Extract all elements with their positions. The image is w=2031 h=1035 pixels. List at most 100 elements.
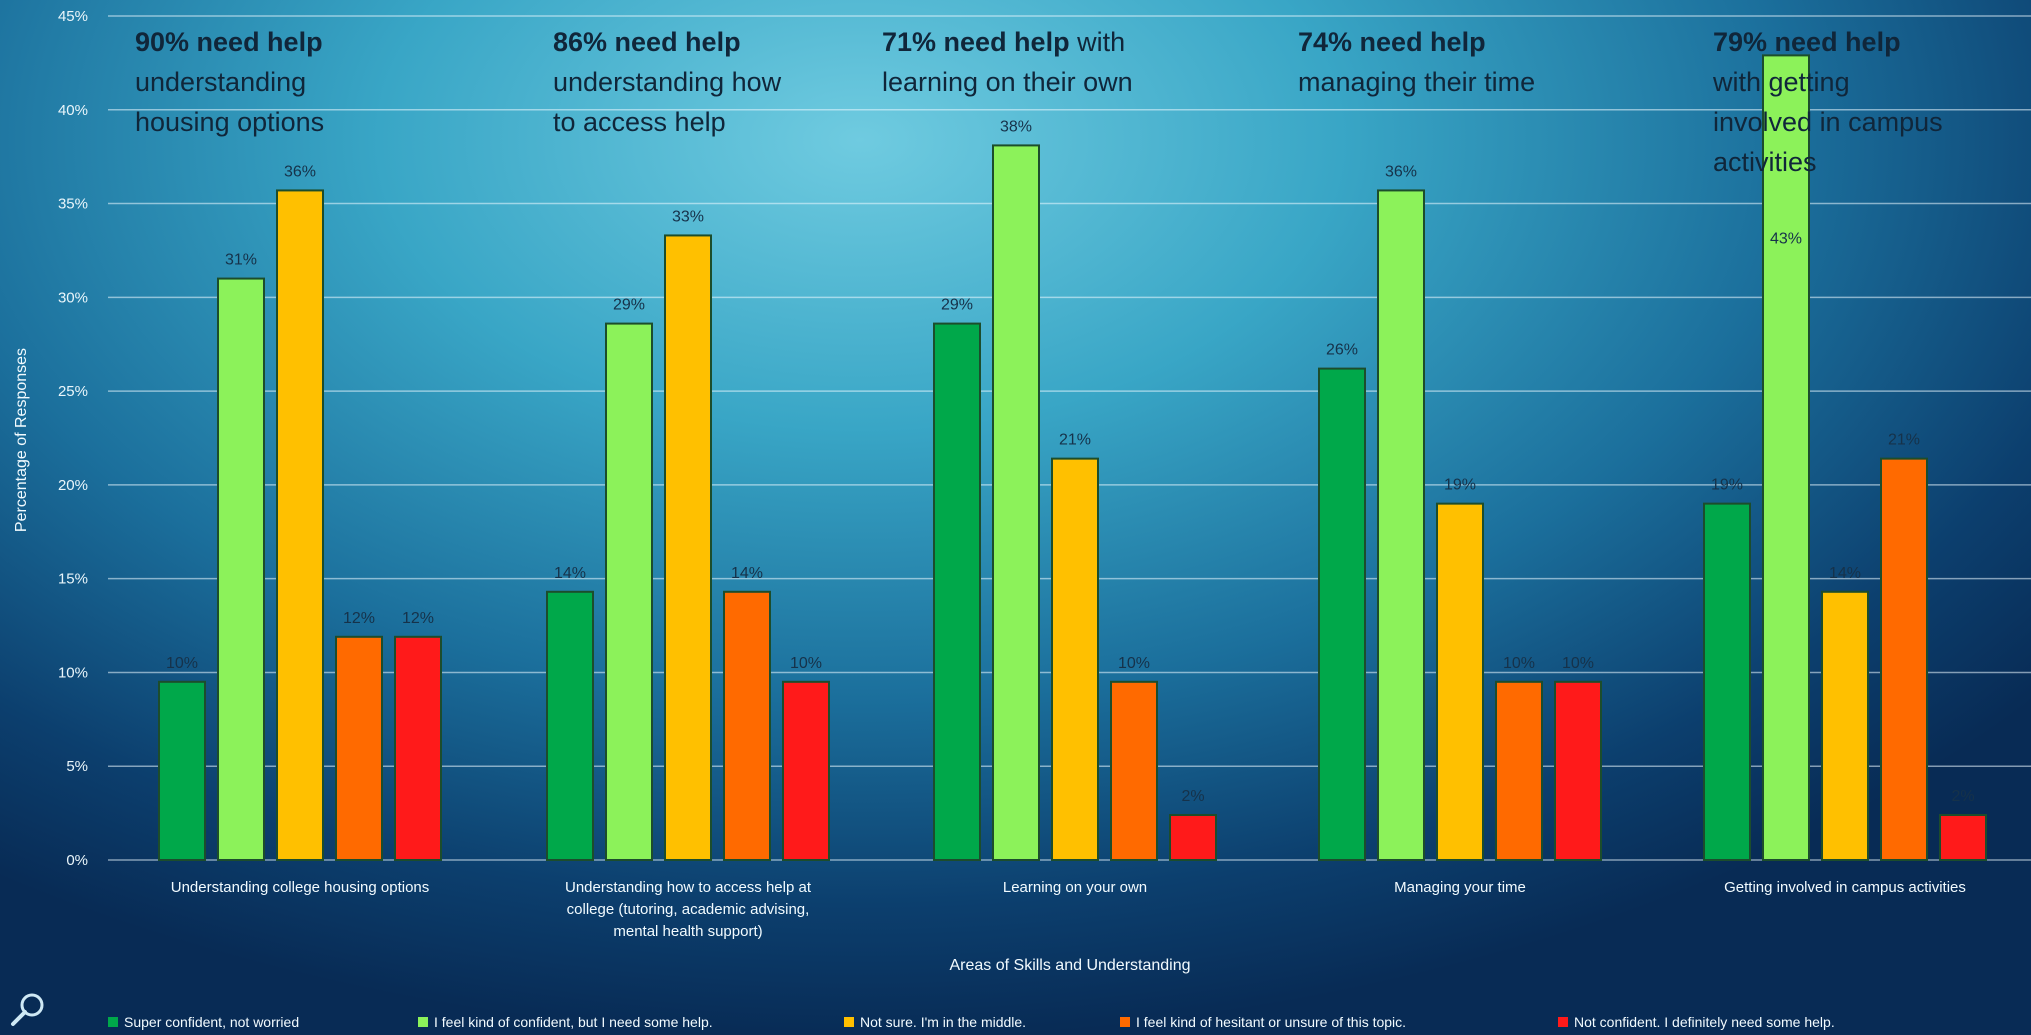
annotation: 71% need help with learning on their own (882, 22, 1133, 102)
bar (217, 277, 265, 862)
bar (394, 635, 442, 862)
annotation-line: with getting (1713, 67, 1850, 97)
bar (1880, 457, 1928, 861)
x-category-label: Managing your time (1394, 879, 1526, 896)
bar (276, 189, 324, 861)
bar (1110, 680, 1158, 861)
x-category-label: Understanding college housing options (171, 879, 430, 896)
y-tick-label: 40% (58, 102, 88, 119)
bar (158, 680, 206, 861)
legend: Super confident, not worried I feel kind … (108, 1014, 1835, 1030)
x-category-label: college (tutoring, academic advising, (567, 901, 810, 918)
annotation-line: involved in campus (1713, 107, 1943, 137)
data-label: 2% (1951, 788, 1974, 805)
data-label: 12% (343, 610, 375, 627)
legend-swatch (108, 1017, 118, 1027)
data-label: 14% (731, 565, 763, 582)
data-label: 19% (1444, 477, 1476, 494)
y-tick-label: 15% (58, 571, 88, 588)
x-category-label: Understanding how to access help at (565, 879, 812, 896)
data-label: 21% (1059, 432, 1091, 449)
data-label: 10% (790, 655, 822, 672)
data-label: 36% (1385, 163, 1417, 180)
data-label: 43% (1770, 230, 1802, 247)
annotation: 86% need help understanding how to access … (553, 22, 781, 142)
bar (1703, 502, 1751, 861)
bar (1436, 502, 1484, 861)
annotation-line: 74% need help (1298, 22, 1535, 62)
data-labels: 10% 14% 29% 26% 19% 31% 29% 38% 36% 43% 36% 33% 21% 1… (166, 118, 1975, 805)
data-label: 36% (284, 163, 316, 180)
y-tick-label: 25% (58, 383, 88, 400)
annotation: 90% need help understanding housing option… (135, 22, 324, 142)
data-label: 14% (1829, 565, 1861, 582)
bar (782, 680, 830, 861)
bar (1762, 54, 1810, 862)
bar (1495, 680, 1543, 861)
annotation-line: understanding how (553, 67, 782, 97)
bar (992, 144, 1040, 861)
y-tick-label: 45% (58, 8, 88, 25)
annotation-line: to access help (553, 107, 726, 137)
bars (158, 54, 1987, 862)
annotation: 74% need help managing their time (1298, 22, 1535, 102)
annotation-line: 90% need help (135, 22, 324, 62)
y-tick-label: 30% (58, 289, 88, 306)
legend-label: Not confident. I definitely need some he… (1574, 1014, 1835, 1030)
x-axis-categories: Understanding college housing options Und… (171, 879, 1966, 940)
legend-swatch (844, 1017, 854, 1027)
annotation-line: learning on their own (882, 67, 1133, 97)
y-axis-title: Percentage of Responses (13, 348, 30, 532)
x-category-label: Getting involved in campus activities (1724, 879, 1966, 896)
legend-swatch (1558, 1017, 1568, 1027)
annotation-line: managing their time (1298, 67, 1536, 97)
bar (723, 590, 771, 861)
data-label: 19% (1711, 477, 1743, 494)
legend-label: I feel kind of confident, but I need som… (434, 1014, 713, 1030)
annotation-highlight: 86% need help (553, 27, 741, 57)
annotation-highlight: 90% need help (135, 27, 323, 57)
bar (1821, 590, 1869, 861)
y-tick-label: 35% (58, 196, 88, 213)
bar (1377, 189, 1425, 861)
legend-label: Not sure. I'm in the middle. (860, 1014, 1026, 1030)
data-label: 10% (1118, 655, 1150, 672)
bar (1554, 680, 1602, 861)
bar (605, 322, 653, 861)
annotation-line: understanding (135, 67, 307, 97)
bar (933, 322, 981, 861)
data-label: 38% (1000, 118, 1032, 135)
bar (546, 590, 594, 861)
legend-label: Super confident, not worried (124, 1014, 299, 1030)
y-tick-label: 0% (66, 852, 88, 869)
x-category-label: mental health support) (613, 923, 762, 940)
x-axis-title: Areas of Skills and Understanding (949, 957, 1190, 974)
annotation-highlight: 79% need help (1713, 27, 1901, 57)
x-category-label: Learning on your own (1003, 879, 1147, 896)
data-label: 26% (1326, 342, 1358, 359)
data-label: 10% (1503, 655, 1535, 672)
data-label: 31% (225, 252, 257, 269)
data-label: 21% (1888, 432, 1920, 449)
data-label: 29% (613, 297, 645, 314)
data-label: 10% (166, 655, 198, 672)
y-tick-label: 20% (58, 477, 88, 494)
legend-swatch (1120, 1017, 1130, 1027)
data-label: 33% (672, 208, 704, 225)
bar (664, 234, 712, 861)
annotation: 79% need help with getting involved in cam… (1713, 22, 1943, 182)
bar (335, 635, 383, 862)
search-icon[interactable] (8, 990, 48, 1030)
bar (1318, 367, 1366, 861)
bar (1051, 457, 1099, 861)
y-tick-label: 10% (58, 664, 88, 681)
data-label: 29% (941, 297, 973, 314)
annotation-highlight: 74% need help (1298, 27, 1486, 57)
data-label: 12% (402, 610, 434, 627)
data-label: 14% (554, 565, 586, 582)
bar (1169, 813, 1217, 862)
annotation-line: 86% need help (553, 22, 781, 62)
annotation-line: 79% need help (1713, 22, 1943, 62)
annotation-inline-text: with (1069, 27, 1126, 57)
